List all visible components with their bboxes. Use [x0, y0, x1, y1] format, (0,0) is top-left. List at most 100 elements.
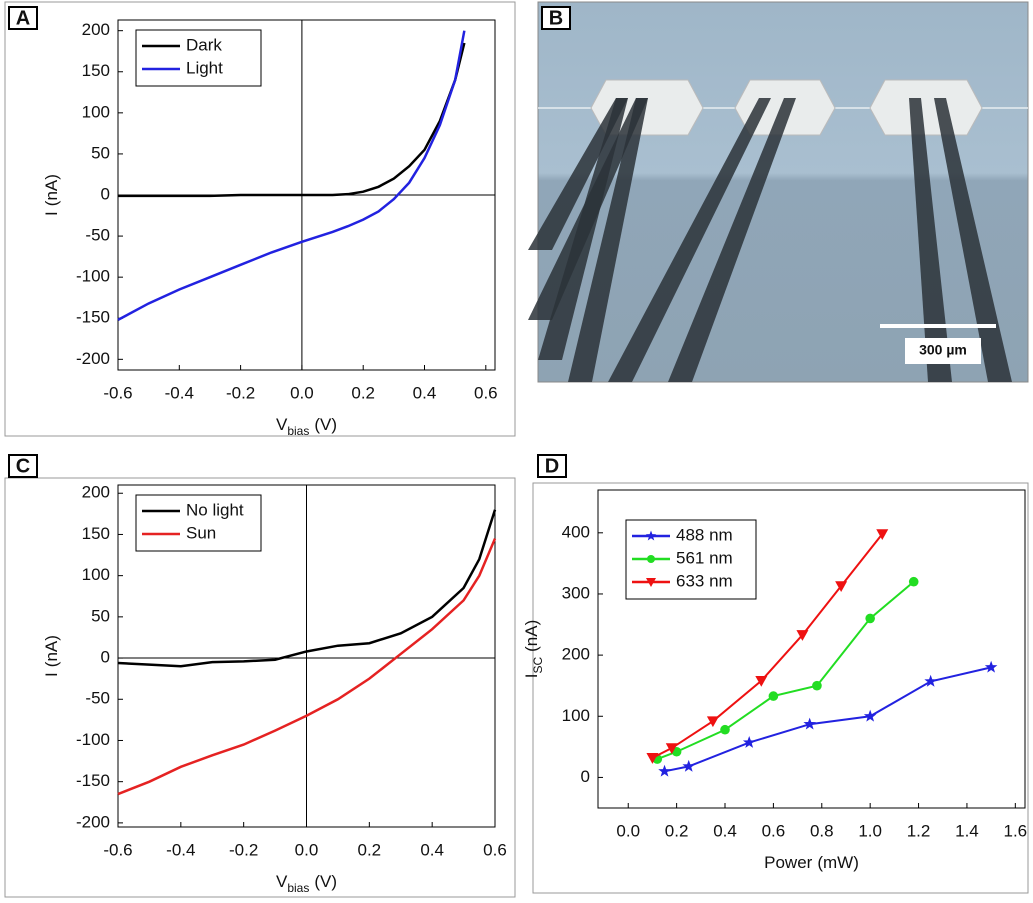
data-point — [658, 764, 671, 777]
data-point — [876, 529, 889, 541]
probe-needle — [934, 98, 1012, 382]
legend-box — [135, 29, 262, 87]
y-tick-label: 200 — [82, 20, 110, 39]
axis-label-sub: SC — [531, 657, 545, 674]
x-tick-label: 0.8 — [810, 821, 834, 840]
panel-label: C — [16, 455, 30, 477]
axis-label-unit: (mW) — [817, 853, 859, 872]
legend-label: 633 nm — [676, 571, 733, 590]
axis-label-main: V — [276, 872, 288, 891]
y-tick-label: 100 — [82, 565, 110, 584]
axis-label-unit: (nA) — [522, 620, 541, 652]
y-tick-label: -100 — [76, 730, 110, 749]
y-tick-label: -200 — [76, 349, 110, 368]
scale-bar-box — [905, 338, 981, 364]
x-tick-label: 0.6 — [483, 840, 507, 859]
legend-label: Dark — [186, 35, 222, 54]
panel-frame — [4, 477, 516, 898]
data-point — [742, 735, 756, 748]
plot-frame — [597, 489, 1026, 809]
axis-label-sub: bias — [287, 424, 309, 438]
panel-frame — [532, 482, 1029, 894]
y-tick-label: -150 — [76, 308, 110, 327]
probe-needle — [668, 98, 796, 382]
y-tick-label: 100 — [82, 102, 110, 121]
panel-label-box — [541, 6, 571, 30]
axis-label-main: V — [276, 415, 288, 434]
y-tick-label: 150 — [82, 524, 110, 543]
legend-marker — [647, 555, 655, 563]
data-point — [755, 676, 768, 687]
series-line — [117, 509, 497, 668]
data-point — [865, 613, 875, 624]
data-point — [665, 743, 678, 755]
axis-label-sub: bias — [287, 881, 309, 895]
x-tick-label: 0.4 — [420, 840, 444, 859]
probe-needle — [608, 98, 771, 382]
y-axis-label: ISC (nA) — [522, 620, 545, 679]
x-tick-label: 0.2 — [665, 821, 689, 840]
panel-label: B — [549, 7, 563, 29]
y-tick-label: -200 — [76, 812, 110, 831]
contact-pad — [869, 79, 983, 136]
axis-label-unit: (nA) — [42, 174, 61, 206]
x-tick-label: 0.0 — [290, 383, 314, 402]
legend-label: Sun — [186, 523, 216, 542]
data-point — [812, 680, 822, 691]
probe-needle — [909, 98, 952, 382]
y-tick-label: 300 — [562, 583, 590, 602]
panel-label-box — [537, 454, 567, 478]
legend-label: No light — [186, 500, 244, 519]
axis-label-main: I — [42, 672, 61, 677]
legend-box — [135, 494, 262, 552]
x-tick-label: 0.4 — [713, 821, 737, 840]
axis-label-unit: (V) — [314, 415, 337, 434]
y-tick-label: -100 — [76, 267, 110, 286]
y-axis-label: I (nA) — [42, 635, 61, 677]
data-point — [924, 674, 937, 687]
x-tick-label: 0.4 — [413, 383, 437, 402]
series-line — [117, 30, 466, 321]
y-tick-label: -50 — [85, 226, 110, 245]
panel-frame — [4, 1, 516, 437]
panel-label: D — [545, 455, 559, 477]
x-tick-label: -0.2 — [226, 383, 255, 402]
axis-label-main: I — [522, 674, 541, 679]
data-point — [984, 660, 998, 673]
y-tick-label: 150 — [82, 61, 110, 80]
data-point — [768, 691, 779, 701]
x-tick-label: -0.6 — [103, 383, 132, 402]
y-tick-label: 0 — [101, 184, 110, 203]
x-tick-label: 0.0 — [295, 840, 319, 859]
axis-label-main: Power — [764, 853, 813, 872]
data-point — [803, 717, 816, 730]
x-tick-label: 1.0 — [858, 821, 882, 840]
probe-needle — [568, 98, 648, 382]
y-axis-label: I (nA) — [42, 174, 61, 216]
y-tick-label: 0 — [101, 648, 110, 667]
x-tick-label: 1.6 — [1004, 821, 1028, 840]
x-tick-label: 0.0 — [616, 821, 640, 840]
x-tick-label: 1.2 — [907, 821, 931, 840]
y-tick-label: 100 — [562, 706, 590, 725]
x-tick-label: 0.2 — [351, 383, 375, 402]
scale-bar-label: 300 µm — [919, 342, 967, 358]
x-tick-label: 0.2 — [358, 840, 382, 859]
data-point — [720, 724, 730, 735]
y-tick-label: 200 — [562, 645, 590, 664]
series-line — [117, 538, 497, 796]
x-tick-label: -0.4 — [165, 383, 194, 402]
legend-marker — [645, 530, 657, 541]
x-tick-label: -0.6 — [103, 840, 132, 859]
data-point — [682, 759, 695, 772]
data-point — [863, 709, 877, 722]
data-point — [835, 581, 848, 593]
y-tick-label: 50 — [91, 143, 110, 162]
panel-label: A — [16, 7, 30, 29]
y-tick-label: -150 — [76, 771, 110, 790]
x-axis-label: Vbias (V) — [276, 415, 337, 438]
panel-label-box — [8, 454, 38, 478]
legend-marker — [646, 578, 656, 587]
